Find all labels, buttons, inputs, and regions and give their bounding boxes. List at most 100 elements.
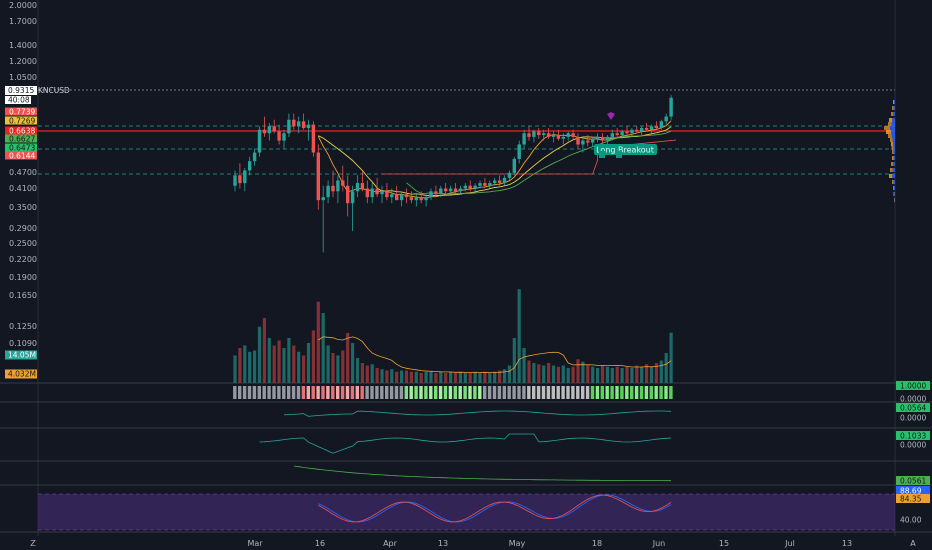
candle-body [390,194,394,198]
volume-bar [571,366,575,383]
signal-bar [316,386,320,399]
price-tick: 0.2900 [9,224,37,233]
candle-body [654,126,659,129]
volume-bar [400,370,404,383]
volume-profile-bar [891,122,895,126]
signal-bar [630,386,634,399]
candle-body [419,197,423,201]
volume-profile-bar [893,186,895,190]
candle-body [532,131,536,137]
stoch-d-line [318,494,672,523]
volume-profile-bar [891,134,895,138]
volume-bar [532,363,536,383]
volume-value-label: 14.05M [8,351,36,360]
volume-bar [615,366,619,383]
zoom-toggle-button[interactable]: Z [30,539,36,548]
countdown-label: 40:08 [8,96,30,105]
last-price-label: 0.9315 [8,86,34,95]
volume-bar [248,351,252,383]
stoch-k-line [318,494,672,523]
candle-body [346,185,350,204]
signal-bar [365,386,369,399]
price-label-bg [5,126,37,135]
indicator-value-label-bg [896,403,930,412]
candle-body [497,180,502,184]
volume-profile-bar [884,126,891,130]
volume-profile-bar [892,118,895,122]
price-label-bg [5,134,37,143]
signal-bar [649,386,653,399]
candle-body [262,129,267,134]
signal-bar [458,386,462,399]
signal-bar [590,386,595,399]
signal-bar [536,386,541,399]
signal-bar [453,386,457,399]
candle-body [282,133,286,141]
price-tick: 0.2200 [9,255,37,264]
volume-bar [591,366,595,383]
candle-body [233,175,237,186]
volume-bar [444,373,448,383]
indicator-value-label-bg [896,431,930,440]
candle-body [409,197,414,201]
time-axis[interactable]: Mar 16 Apr 13 May 18 Jun 15 Jul 13 Z A [30,539,916,548]
oscillator-line [283,410,672,417]
volume-profile-bar [892,156,894,160]
signal-bar [478,386,482,399]
price-label-bg [5,151,37,160]
signal-bar [291,386,296,399]
volume-profile-bar [893,156,895,160]
price-tick: 1.0500 [9,73,37,82]
long-breakout-text: Long Breakout [596,146,654,155]
candles: Long Breakout [233,95,673,253]
candle-body [434,191,438,195]
time-tick: Mar [247,539,263,548]
signal-bar [551,386,555,399]
indicator-value-label: 1.0000 [900,382,926,391]
volume-profile-bar [893,112,895,116]
volume-profile-bar [892,138,895,142]
candle-body [297,121,301,127]
candle-body [664,116,668,122]
volume-bar [478,373,482,383]
volume-bar [233,355,237,383]
candle-body [326,185,330,198]
auto-scale-button[interactable]: A [910,539,916,548]
price-level-label: 0.7739 [9,108,35,117]
candle-body [287,119,291,134]
candle-body [561,136,565,139]
signal-bar [468,386,472,399]
signal-bar [473,386,477,399]
volume-bar [336,355,340,383]
volume-profile-bar [892,168,895,172]
candle-body [453,188,458,192]
volume-profile-bar [893,150,895,154]
price-tick: 0.1900 [9,273,37,282]
candle-body [473,185,477,189]
volume-profile-bar [893,106,895,110]
volume-bar [649,366,654,383]
signal-bar [483,386,487,399]
indicator-panes [38,386,895,531]
price-tick: 2.0000 [9,1,37,10]
candle-body [620,131,624,136]
candle-body [380,191,384,195]
volume-bar [458,371,462,383]
volume-bar [257,326,262,383]
volume-bar [282,348,286,383]
candle-body [576,136,580,145]
volume-profile-bar [890,126,895,130]
signal-bar [497,386,502,399]
volume-bar [488,373,492,383]
signal-bar [287,386,291,399]
indicator-value-label: 0.0000 [900,441,926,450]
price-axis[interactable]: 2.0000 1.7000 1.4000 1.2000 1.0500 0.4700 0.41… [9,1,37,361]
candle-body [355,183,360,192]
volume-bar [346,333,350,383]
time-tick: 18 [592,539,602,548]
signal-bar [321,386,325,399]
candle-body [581,140,585,145]
candle-body [659,121,663,129]
candle-body [635,129,639,132]
